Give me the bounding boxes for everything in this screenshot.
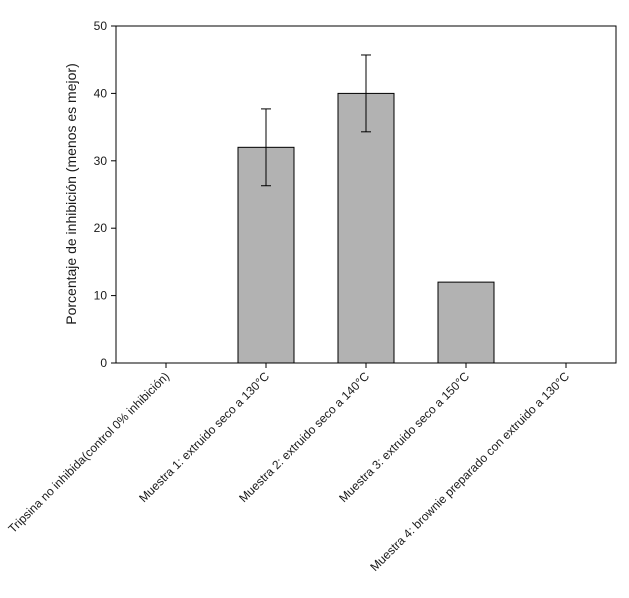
x-category-label: Tripsina no inhibida(control 0% inhibici… [5,369,172,536]
y-axis: 0 10 20 30 40 50 [94,19,116,370]
bars-group [237,92,495,364]
y-tick-label: 0 [100,356,107,370]
x-axis: Tripsina no inhibida(control 0% inhibici… [5,363,572,574]
x-category-label: Muestra 4: brownie preparado con extruid… [367,369,572,574]
bar [337,92,395,364]
y-axis-title: Porcentaje de inhibición (menos es mejor… [63,63,79,324]
y-tick-label: 40 [94,86,108,100]
bar [437,281,495,364]
y-tick-label: 20 [94,221,108,235]
y-tick-label: 10 [94,289,108,303]
y-tick-label: 30 [94,154,108,168]
y-tick-label: 50 [94,19,108,33]
error-bars-group [261,54,371,187]
